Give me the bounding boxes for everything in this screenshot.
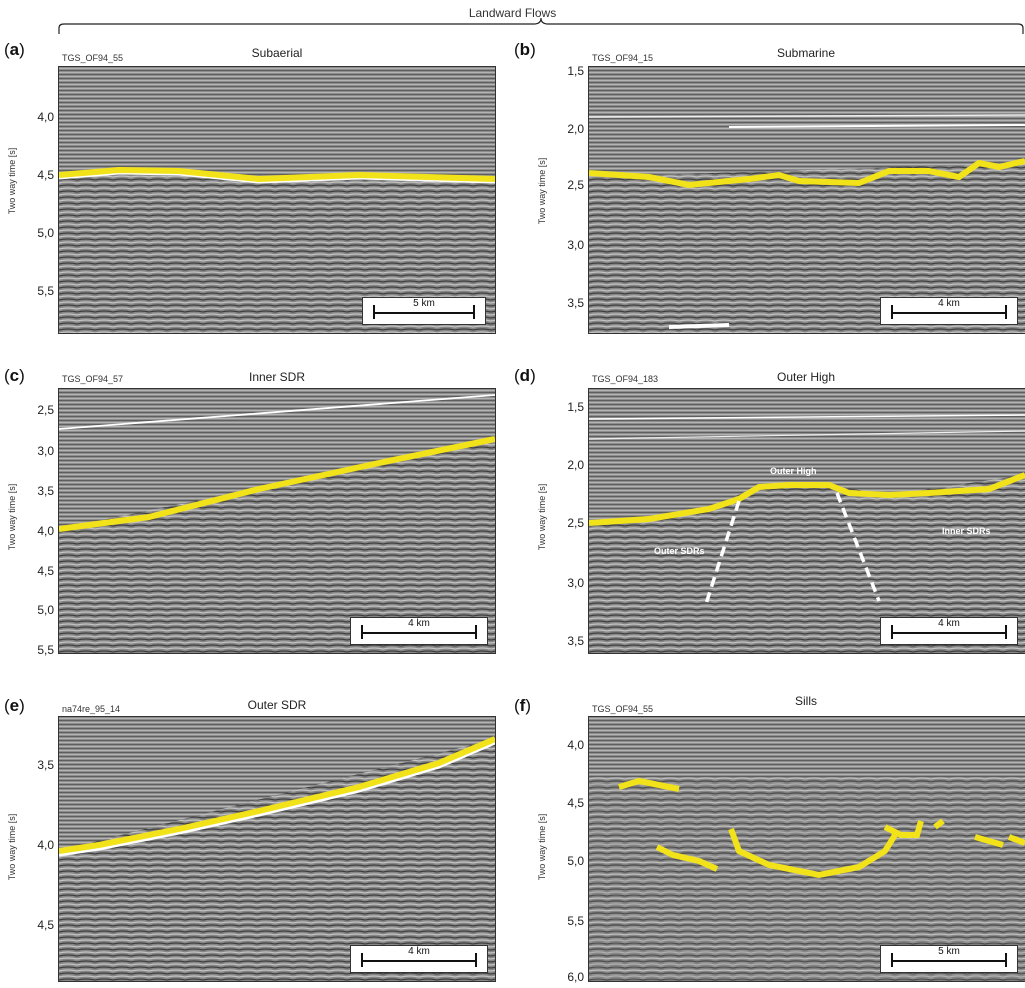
panel-f-tick: 5,0 [567,854,584,868]
panel-e-scale-label: 4 km [408,946,430,957]
panel-e-line-id: na74re_95_14 [62,704,121,714]
panel-c-scalebar: 4 km [350,617,488,645]
panel-f-line-id: TGS_OF94_55 [592,704,654,714]
panel-e-title: Outer SDR [247,698,307,712]
panel-b-scalebar: 4 km [880,297,1018,325]
panel-f-tick: 4,5 [567,796,584,810]
annotation-outer-sdrs: Outer SDRs [654,546,705,556]
panel-d-horizon [589,472,1025,526]
panel-b-tick: 1,5 [567,64,584,78]
panel-d-tick: 2,5 [567,516,584,530]
panel-d-tick: 1,5 [567,400,584,414]
panel-d-scalebar: 4 km [880,617,1018,645]
panel-b-title: Submarine [776,46,836,60]
panel-f-horizon [728,827,898,879]
figure-header: Landward Flows [468,6,557,20]
panel-e-tick: 3,5 [37,758,54,772]
panel-a-line-id: TGS_OF94_55 [62,53,124,63]
panel-f-tick: 5,5 [567,914,584,928]
panel-d-seismic [588,388,1025,654]
panel-f-seismic [588,716,1025,982]
panel-f-tick: 6,0 [567,970,584,984]
panel-c-tick: 3,5 [37,484,54,498]
panel-c-letter: (c) [4,366,25,385]
panel-c-line-id: TGS_OF94_57 [62,374,124,384]
panel-a-title: Subaerial [251,46,303,60]
panel-b-tick: 3,5 [567,296,584,310]
panel-d-tick: 3,5 [567,634,584,648]
panel-e-ylabel: Two way time [s] [7,813,17,881]
panel-a-ylabel: Two way time [s] [7,147,17,215]
panel-e-scalebar: 4 km [350,945,488,973]
panel-b-ylabel: Two way time [s] [537,157,547,225]
panel-f-scale-label: 5 km [938,946,960,957]
panel-c-seismic [58,388,496,654]
panel-a-scalebar: 5 km [362,297,486,325]
panel-b-scale-label: 4 km [938,298,960,309]
panel-c-tick: 4,5 [37,564,54,578]
panel-c-tick: 5,0 [37,603,54,617]
panel-a-tick: 5,5 [37,284,54,298]
panel-d-scale-label: 4 km [938,618,960,629]
panel-b-tick: 2,0 [567,122,584,136]
panel-e-tick: 4,0 [37,838,54,852]
panel-a-tick: 4,0 [37,110,54,124]
panel-a-seismic [58,66,496,334]
panel-b-letter: (b) [514,40,536,59]
panel-c-tick: 5,5 [37,643,54,657]
panel-d-line-id: TGS_OF94_183 [592,374,659,384]
panel-c-tick: 4,0 [37,524,54,538]
panel-c-scale-label: 4 km [408,618,430,629]
header-brace [58,17,1024,34]
panel-e-letter: (e) [4,696,25,715]
panel-b-tick: 2,5 [567,178,584,192]
panel-c-title: Inner SDR [248,370,306,384]
panel-f-title: Sills [794,694,817,708]
panel-c-ylabel: Two way time [s] [7,483,17,551]
panel-d-ylabel: Two way time [s] [537,483,547,551]
panel-c-horizon [59,436,495,532]
panel-d-title: Outer High [776,370,836,384]
panel-f-letter: (f) [514,696,532,715]
panel-a-tick: 5,0 [37,226,54,240]
panel-e-horizon [59,736,495,854]
panel-b-seismic [588,66,1025,334]
panel-b-tick: 3,0 [567,238,584,252]
panel-c-tick: 2,5 [37,403,54,417]
panel-a-letter: (a) [4,40,25,59]
annotation-inner-sdrs: Inner SDRs [942,526,991,536]
panel-d-tick: 2,0 [567,458,584,472]
panel-a-tick: 4,5 [37,168,54,182]
panel-d-tick: 3,0 [567,576,584,590]
annotation-outer-high: Outer High [770,466,817,476]
panel-e-tick: 4,5 [37,918,54,932]
panel-a-horizon [59,166,495,183]
panel-b-line-id: TGS_OF94_15 [592,53,654,63]
panel-f-ylabel: Two way time [s] [537,813,547,881]
panel-d-letter: (d) [514,366,536,385]
panel-b-horizon [589,158,1025,189]
panel-c-tick: 3,0 [37,444,54,458]
panel-e-seismic [58,716,496,982]
panel-f-scalebar: 5 km [880,945,1018,973]
panel-f-tick: 4,0 [567,738,584,752]
panel-a-scale-label: 5 km [413,298,435,309]
